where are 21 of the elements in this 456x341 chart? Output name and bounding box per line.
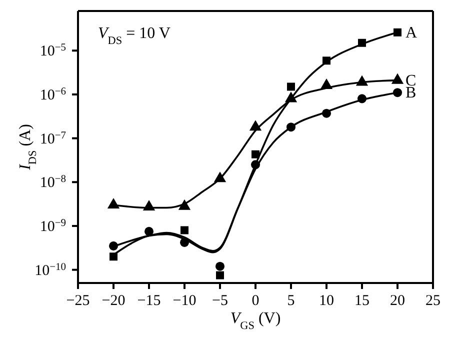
y-tick-label: 10$^{−5}$ xyxy=(40,42,66,60)
x-tick-label: −10 xyxy=(172,293,196,309)
x-tick-label: 10 xyxy=(319,293,334,309)
x-tick-label: 25 xyxy=(426,293,440,309)
x-tick-label: −15 xyxy=(137,293,161,309)
x-tick-label: 5 xyxy=(287,293,295,309)
annotation: V$_{DS}$ = 10 V xyxy=(98,25,171,47)
x-tick-label: −25 xyxy=(66,293,90,309)
x-tick-label: 0 xyxy=(252,293,260,309)
x-tick-label: −5 xyxy=(212,293,228,309)
y-tick-label: 10$^{−8}$ xyxy=(40,174,66,192)
x-tick-label: 15 xyxy=(354,293,370,309)
y-tick-label: 10$^{−10}$ xyxy=(34,261,66,279)
series-label: B xyxy=(406,84,416,102)
y-tick-label: 10$^{−9}$ xyxy=(40,217,66,235)
x-tick-label: −20 xyxy=(102,293,126,309)
series-label: A xyxy=(406,24,418,42)
y-tick-label: 10$^{−6}$ xyxy=(40,86,66,104)
y-tick-label: 10$^{−7}$ xyxy=(40,130,66,148)
x-tick-label: 20 xyxy=(390,293,405,309)
x-axis-title: V$_{GS}$ (V) xyxy=(230,310,281,332)
